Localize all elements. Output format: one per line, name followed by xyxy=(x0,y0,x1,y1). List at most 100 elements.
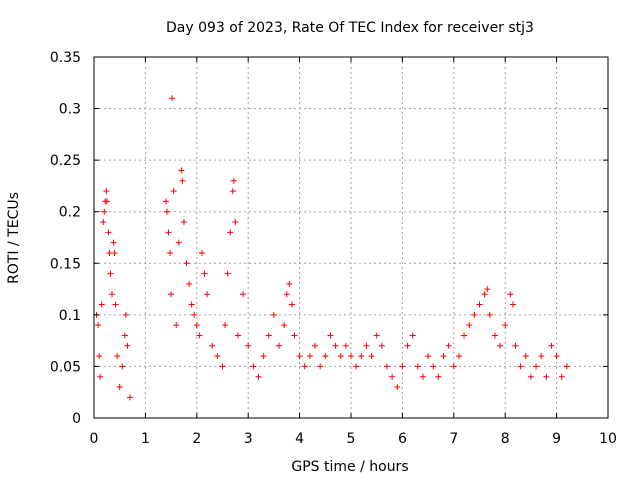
data-point xyxy=(332,342,339,349)
data-point xyxy=(227,229,234,236)
data-point xyxy=(563,363,570,370)
data-point xyxy=(122,311,129,318)
data-point xyxy=(440,353,447,360)
data-point xyxy=(179,177,186,184)
data-point xyxy=(270,311,277,318)
data-point xyxy=(245,342,252,349)
data-point xyxy=(543,373,550,380)
data-point xyxy=(484,286,491,293)
x-tick-label: 7 xyxy=(449,431,458,447)
data-point xyxy=(476,301,483,308)
data-point xyxy=(119,363,126,370)
y-axis-label: ROTI / TECUs xyxy=(6,192,22,284)
data-point xyxy=(169,95,176,102)
data-point xyxy=(97,373,104,380)
x-tick-label: 5 xyxy=(347,431,356,447)
data-point xyxy=(116,384,123,391)
data-point xyxy=(425,353,432,360)
data-point xyxy=(222,322,229,329)
data-point xyxy=(209,342,216,349)
x-tick-label: 0 xyxy=(90,431,99,447)
data-point xyxy=(163,208,170,215)
data-point xyxy=(301,363,308,370)
data-point xyxy=(486,311,493,318)
data-point xyxy=(296,353,303,360)
data-point xyxy=(95,322,102,329)
data-point xyxy=(260,353,267,360)
data-point xyxy=(509,301,516,308)
data-point xyxy=(234,332,241,339)
data-point xyxy=(517,363,524,370)
data-point xyxy=(538,353,545,360)
y-tick-label: 0.25 xyxy=(50,153,81,169)
data-point xyxy=(100,219,107,226)
data-point xyxy=(103,198,110,205)
data-point xyxy=(404,342,411,349)
data-point xyxy=(106,249,113,256)
data-point xyxy=(281,322,288,329)
data-point xyxy=(224,270,231,277)
data-point xyxy=(283,291,290,298)
data-point xyxy=(327,332,334,339)
data-point xyxy=(183,260,190,267)
data-point xyxy=(101,208,108,215)
x-tick-label: 1 xyxy=(141,431,150,447)
data-point xyxy=(399,363,406,370)
data-point xyxy=(175,239,182,246)
data-point xyxy=(121,332,128,339)
data-point xyxy=(497,342,504,349)
data-point xyxy=(165,229,172,236)
data-point xyxy=(112,301,119,308)
data-point xyxy=(201,270,208,277)
data-point xyxy=(108,291,115,298)
x-tick-label: 3 xyxy=(244,431,253,447)
x-axis-label: GPS time / hours xyxy=(291,459,408,475)
data-point xyxy=(461,332,468,339)
data-point xyxy=(170,188,177,195)
data-point xyxy=(232,219,239,226)
x-tick-label: 9 xyxy=(552,431,561,447)
data-point xyxy=(522,353,529,360)
data-point xyxy=(533,363,540,370)
data-point xyxy=(358,353,365,360)
data-point xyxy=(291,332,298,339)
data-point xyxy=(373,332,380,339)
data-point xyxy=(378,342,385,349)
data-point xyxy=(103,188,110,195)
data-point xyxy=(353,363,360,370)
data-point xyxy=(168,291,175,298)
data-point xyxy=(186,280,193,287)
data-point xyxy=(167,249,174,256)
x-tick-label: 10 xyxy=(599,431,617,447)
data-point xyxy=(435,373,442,380)
x-tick-label: 4 xyxy=(295,431,304,447)
data-point xyxy=(481,291,488,298)
data-point xyxy=(322,353,329,360)
data-point xyxy=(527,373,534,380)
data-point xyxy=(312,342,319,349)
data-point xyxy=(126,394,133,401)
data-point xyxy=(98,301,105,308)
data-point xyxy=(178,167,185,174)
data-point xyxy=(317,363,324,370)
data-point xyxy=(188,301,195,308)
data-point xyxy=(286,280,293,287)
data-point xyxy=(96,353,103,360)
data-point xyxy=(288,301,295,308)
data-point xyxy=(558,373,565,380)
data-point xyxy=(196,332,203,339)
y-tick-label: 0.3 xyxy=(59,102,81,118)
data-point xyxy=(214,353,221,360)
data-point xyxy=(240,291,247,298)
x-tick-label: 2 xyxy=(192,431,201,447)
data-point xyxy=(162,198,169,205)
x-axis-ticks: 0 1 2 3 4 5 6 7 8 9 10 xyxy=(90,57,617,447)
data-point xyxy=(255,373,262,380)
data-point xyxy=(512,342,519,349)
data-point xyxy=(114,353,121,360)
y-tick-label: 0.1 xyxy=(59,308,81,324)
gridlines xyxy=(94,57,608,418)
data-point xyxy=(383,363,390,370)
